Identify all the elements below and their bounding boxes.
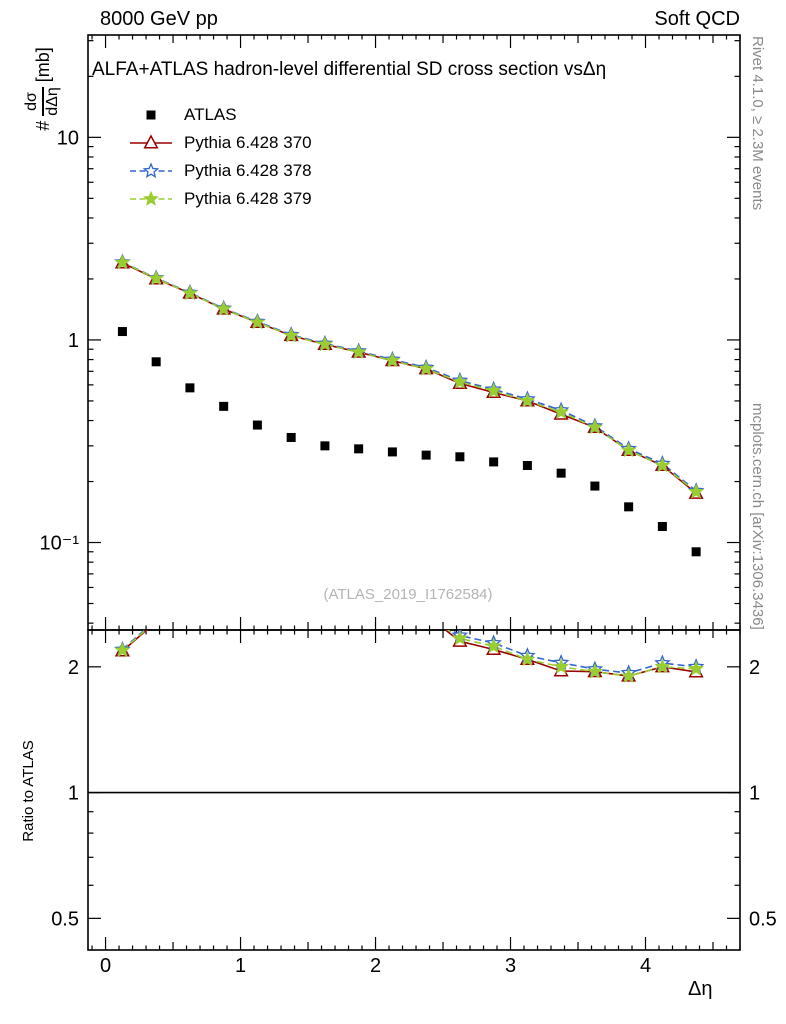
ratio-tick-label-right: 2 [749, 657, 760, 679]
ratio-tick-label-right: 0.5 [749, 908, 777, 930]
y-axis-label-prefix: # [32, 120, 53, 131]
plot-title: ALFA+ATLAS hadron-level differential SD … [92, 59, 607, 80]
x-tick-label: 0 [100, 955, 111, 977]
legend-label-pythia-379: Pythia 6.428 379 [184, 189, 312, 208]
legend-marker-pythia-379 [128, 189, 174, 209]
legend-label-atlas: ATLAS [184, 105, 237, 124]
legend-marker-atlas [128, 105, 174, 125]
ratio-series-layer [114, 630, 705, 683]
header-process-group: Soft QCD [654, 8, 740, 30]
x-axis-label: Δη [688, 978, 713, 1000]
x-tick-label: 4 [640, 955, 651, 977]
x-tick-label: 1 [235, 955, 246, 977]
series-line [122, 262, 697, 494]
y-axis-label-fraction: dσ dΔη [23, 87, 61, 116]
x-tick-label: 3 [505, 955, 516, 977]
mcplots-arxiv-note: mcplots.cern.ch [arXiv:1306.3436] [749, 403, 766, 630]
ratio-tick-label-left: 2 [68, 657, 79, 679]
legend-marker-pythia-370 [128, 133, 174, 153]
ratio-panel-frame [87, 629, 741, 951]
y-axis-label-numerator: dσ [23, 92, 41, 111]
ratio-tick-label-left: 0.5 [51, 908, 79, 930]
y-axis-label: # dσ dΔη [mb] [20, 4, 66, 174]
series-line [122, 261, 697, 492]
legend-item-pythia-379: Pythia 6.428 379 [128, 185, 312, 213]
main-series-layer [114, 253, 705, 557]
legend-item-pythia-378: Pythia 6.428 378 [128, 157, 312, 185]
rivet-version-note: Rivet 4.1.0, ≥ 2.3M events [749, 36, 766, 211]
legend: ATLAS Pythia 6.428 370 Pythia 6.428 378 … [128, 101, 312, 213]
ratio-tick-label-right: 1 [749, 783, 760, 805]
legend-item-atlas: ATLAS [128, 101, 312, 129]
legend-label-pythia-370: Pythia 6.428 370 [184, 133, 312, 152]
ratio-series-line [121, 630, 697, 677]
header-beam-energy: 8000 GeV pp [100, 8, 218, 30]
ratio-axis-label: Ratio to ATLAS [19, 740, 37, 842]
series-line [122, 261, 697, 493]
legend-item-pythia-370: Pythia 6.428 370 [128, 129, 312, 157]
y-axis-label-denominator: dΔη [43, 87, 61, 116]
x-tick-label: 2 [370, 955, 381, 977]
ratio-tick-label-left: 1 [68, 783, 79, 805]
y-tick-label: 10⁻¹ [40, 533, 80, 555]
y-tick-label: 10 [57, 127, 79, 149]
y-axis-label-units: [mb] [32, 47, 53, 83]
legend-label-pythia-378: Pythia 6.428 378 [184, 161, 312, 180]
y-tick-label: 1 [68, 330, 79, 352]
legend-marker-pythia-378 [128, 161, 174, 181]
analysis-id-watermark: (ATLAS_2019_I1762584) [323, 586, 493, 603]
